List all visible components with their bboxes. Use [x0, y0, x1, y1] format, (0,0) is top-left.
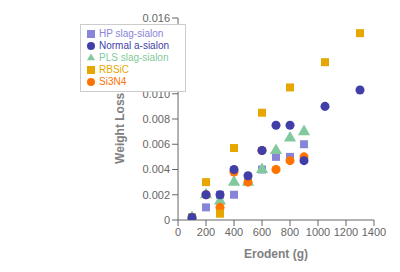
svg-text:1000: 1000	[306, 226, 330, 238]
svg-text:800: 800	[281, 226, 299, 238]
svg-text:0.008: 0.008	[143, 113, 171, 125]
svg-text:0: 0	[164, 214, 170, 226]
svg-text:0.012: 0.012	[143, 62, 171, 74]
svg-text:400: 400	[225, 226, 243, 238]
svg-text:0.010: 0.010	[143, 88, 171, 100]
svg-text:Weight Loss (g): Weight Loss (g)	[113, 74, 127, 164]
svg-text:0.016: 0.016	[143, 12, 171, 24]
svg-text:0.004: 0.004	[143, 163, 171, 175]
svg-text:0.006: 0.006	[143, 138, 171, 150]
svg-text:0: 0	[175, 226, 181, 238]
svg-text:0.014: 0.014	[143, 37, 171, 49]
svg-text:1400: 1400	[362, 226, 386, 238]
svg-text:200: 200	[197, 226, 215, 238]
svg-text:0.002: 0.002	[143, 189, 171, 201]
svg-text:1200: 1200	[334, 226, 358, 238]
svg-text:Erodent (g): Erodent (g)	[244, 247, 308, 261]
svg-text:600: 600	[253, 226, 271, 238]
